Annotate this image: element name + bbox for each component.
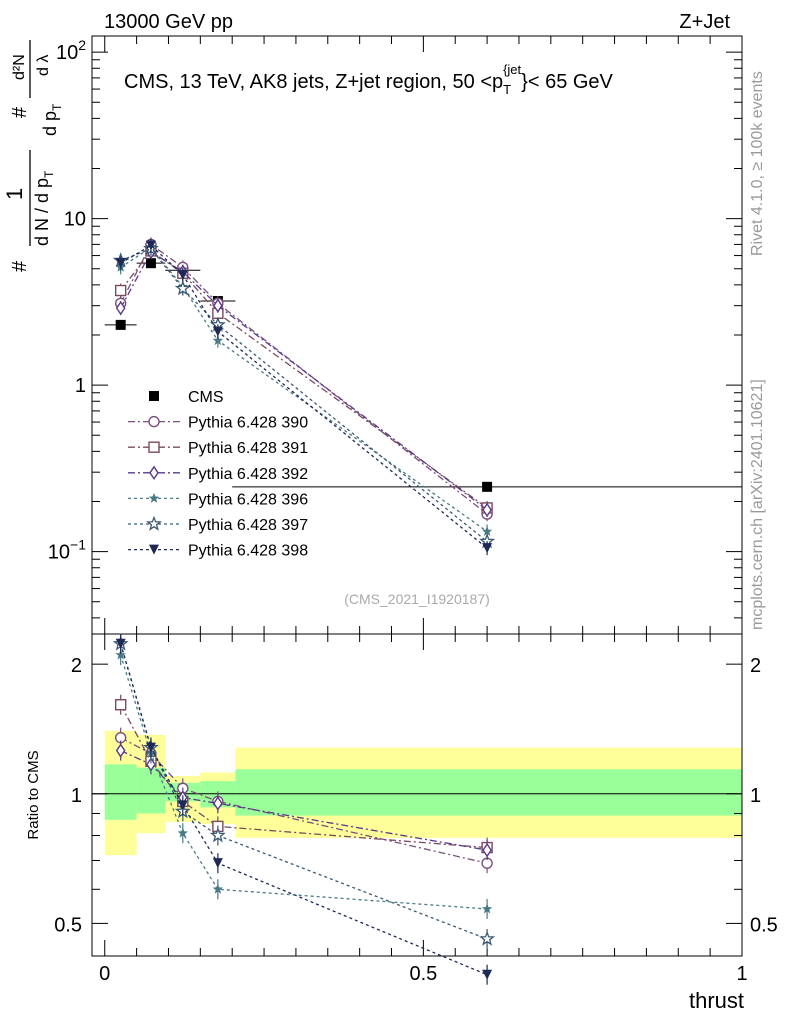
series-line: [120, 246, 488, 533]
ratio-tick-label-left: 1: [71, 785, 82, 807]
ratio-tick-label-left: 2: [71, 655, 82, 677]
ratio-tick-label-right: 2: [750, 655, 761, 677]
data-point: [212, 335, 224, 346]
data-point: [145, 258, 156, 269]
x-tick-label: 1: [736, 963, 747, 985]
ratio-point: [115, 638, 126, 649]
ratio-point: [212, 883, 224, 894]
ratio-point: [177, 800, 188, 811]
data-point: [145, 240, 156, 251]
legend-label: Pythia 6.428 392: [188, 466, 308, 483]
analysis-watermark: (CMS_2021_I1920187): [344, 591, 490, 607]
data-point: [177, 269, 188, 280]
ratio-point: [482, 969, 493, 980]
data-point: [115, 258, 126, 269]
legend-entry: Pythia 6.428 392: [128, 465, 308, 483]
ratio-series: [112, 633, 496, 985]
bottom-frame: [91, 633, 743, 957]
ratio-tick-label-right: 1: [750, 785, 761, 807]
ratio-point: [145, 742, 156, 753]
legend-marker: [149, 544, 159, 555]
top-y-label: # 1 d N / d pT # d pT d²N d λ: [2, 40, 64, 272]
ratio-y-label: Ratio to CMS: [25, 750, 42, 839]
legend-label: CMS: [188, 389, 224, 406]
y-tick-label: 10−1: [48, 537, 86, 564]
band-green: [104, 764, 137, 820]
ratio-tick-label-left: 0.5: [54, 914, 82, 936]
ratio-point: [481, 903, 493, 914]
series-pythia-6-428-398: [115, 238, 493, 556]
ratio-tick-label-right: 0.5: [750, 914, 778, 936]
y-tick-label: 102: [56, 37, 86, 64]
legend-entry: Pythia 6.428 396: [128, 491, 308, 508]
ratio-point: [114, 699, 127, 711]
x-tick-label: 0: [99, 963, 110, 985]
legend-label: Pythia 6.428 391: [188, 440, 308, 457]
ylabel-hash2: #: [9, 106, 31, 118]
y-tick-label: 10: [64, 209, 86, 231]
data-point: [114, 284, 127, 297]
plot-title: CMS, 13 TeV, AK8 jets, Z+jet region, 50 …: [124, 62, 614, 97]
series-line: [120, 250, 488, 509]
legend-entry: Pythia 6.428 397: [128, 515, 308, 534]
ratio-point: [146, 757, 156, 772]
rivet-label: Rivet 4.1.0, ≥ 100k events: [749, 71, 766, 256]
ratio-point: [213, 796, 223, 811]
legend: CMS Pythia 6.428 390 Pythia 6.428 391 Pythi…: [128, 389, 308, 560]
band-green: [235, 769, 742, 816]
data-point: [213, 298, 223, 313]
data-point: [174, 280, 191, 296]
main-series: [104, 237, 742, 556]
legend-entry: Pythia 6.428 391: [128, 440, 308, 457]
legend-marker: [146, 515, 162, 531]
ylabel-dn: d N / d pT: [32, 170, 56, 246]
header-left: 13000 GeV pp: [104, 11, 233, 33]
ratio-point: [177, 827, 188, 838]
legend-label: Pythia 6.428 390: [188, 415, 308, 432]
data-point: [482, 481, 493, 492]
x-axis-label: thrust: [689, 988, 744, 1013]
ratio-pythia-6-428-398: [115, 633, 493, 985]
x-tick-label: 0.5: [409, 963, 437, 985]
legend-entry: CMS: [149, 389, 224, 406]
data-point: [482, 502, 492, 518]
legend-marker: [148, 441, 160, 453]
legend-label: Pythia 6.428 396: [188, 491, 308, 508]
ratio-point: [115, 649, 126, 660]
ratio-point: [209, 827, 226, 843]
ylabel-one: 1: [2, 188, 27, 200]
data-point: [115, 300, 126, 316]
axes: 10−1 1 10 102 0.5 0.5 1 1 2 2 0 0.5 1: [48, 35, 778, 985]
header-right: Z+Jet: [679, 11, 730, 33]
legend-marker: [148, 415, 160, 428]
ylabel-hash1: #: [9, 260, 31, 272]
ylabel-d2n: d²N: [11, 54, 28, 80]
y-tick-label: 1: [75, 375, 86, 397]
data-point: [481, 526, 493, 536]
data-point: [212, 326, 223, 337]
legend-entry: Pythia 6.428 390: [128, 415, 308, 432]
ratio-point: [212, 858, 223, 869]
mcplots-label: mcplots.cern.ch [arXiv:2401.10621]: [749, 379, 766, 630]
ratio-point: [482, 842, 492, 858]
data-point: [482, 543, 493, 554]
uncertainty-bands: [92, 730, 742, 856]
ylabel-dp: d pT: [40, 103, 64, 136]
legend-marker: [149, 391, 159, 401]
ratio-point: [115, 743, 126, 758]
data-point: [115, 319, 126, 330]
ylabel-dl: d λ: [35, 55, 52, 76]
legend-marker: [149, 465, 159, 481]
ratio-point: [479, 930, 496, 946]
legend-entry: Pythia 6.428 398: [128, 543, 308, 560]
legend-marker: [148, 492, 160, 503]
legend-label: Pythia 6.428 398: [188, 543, 308, 560]
legend-label: Pythia 6.428 397: [188, 517, 308, 534]
